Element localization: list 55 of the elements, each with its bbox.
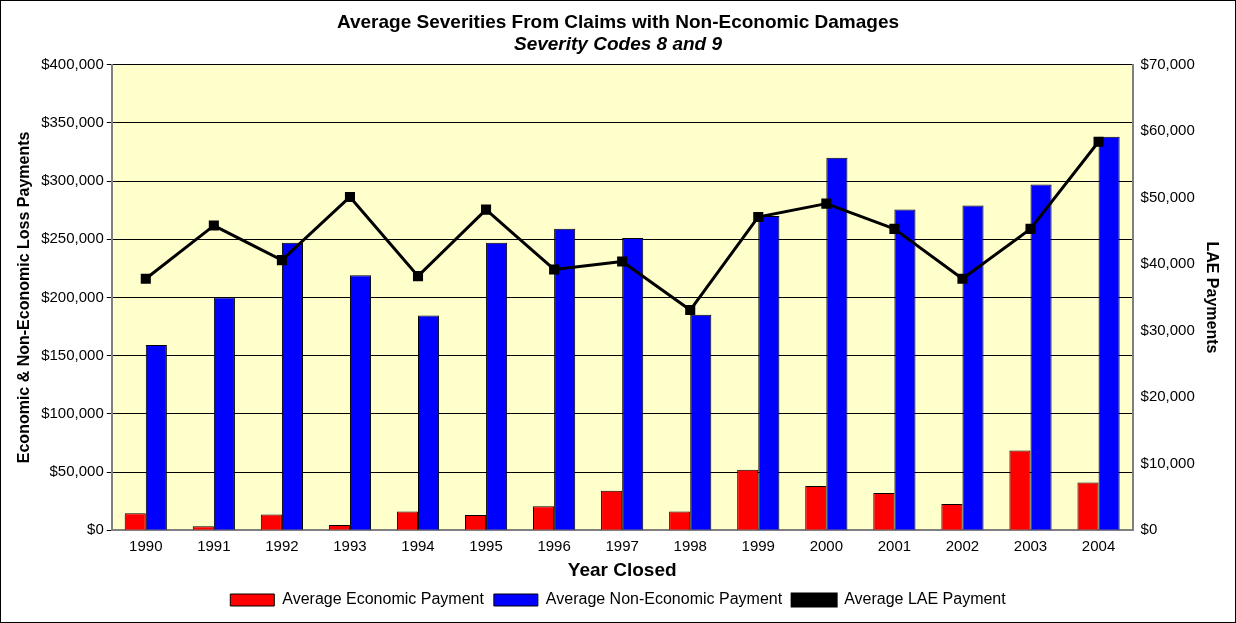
y-axis-title: Economic & Non-Economic Loss Payments bbox=[15, 131, 33, 464]
y-tick-label: $250,000 bbox=[41, 229, 104, 247]
x-tick-label: 1997 bbox=[605, 537, 639, 555]
y-tick-label: $200,000 bbox=[41, 287, 104, 305]
x-tick-label: 1999 bbox=[741, 537, 775, 555]
point bbox=[821, 198, 832, 209]
point bbox=[140, 273, 151, 284]
x-tick-label: 1990 bbox=[129, 537, 163, 555]
x-tick-label: 2004 bbox=[1081, 537, 1116, 555]
y2-tick-label: $30,000 bbox=[1140, 320, 1195, 338]
legend-label: Average Non-Economic Payment bbox=[545, 590, 783, 608]
point bbox=[412, 271, 424, 282]
point bbox=[276, 255, 287, 266]
x-tick-label: 1994 bbox=[401, 537, 435, 555]
y2-tick-label: $20,000 bbox=[1140, 387, 1195, 405]
x-tick-label: 1996 bbox=[537, 537, 571, 555]
y2-tick-label: $60,000 bbox=[1140, 121, 1195, 139]
point bbox=[617, 256, 628, 267]
point bbox=[344, 191, 355, 202]
y2-tick-label: $40,000 bbox=[1140, 254, 1195, 272]
x-tick-label: 1995 bbox=[469, 537, 503, 555]
y-tick-label: $100,000 bbox=[41, 403, 104, 421]
point bbox=[753, 211, 764, 222]
x-tick-label: 1992 bbox=[265, 537, 299, 555]
x-tick-label: 2002 bbox=[945, 537, 980, 555]
x-tick-label: 1991 bbox=[197, 537, 231, 555]
point bbox=[1093, 136, 1104, 147]
y2-tick-label: $70,000 bbox=[1140, 54, 1195, 72]
y-tick-label: $0 bbox=[87, 520, 104, 538]
y-tick-label: $150,000 bbox=[41, 345, 104, 363]
y2-axis-title: LAE Payments bbox=[1203, 241, 1221, 354]
x-tick-label: 2000 bbox=[809, 537, 844, 555]
point bbox=[957, 273, 968, 284]
y-tick-label: $50,000 bbox=[49, 462, 104, 480]
legend-label: Average LAE Payment bbox=[844, 590, 1007, 608]
point bbox=[549, 264, 560, 275]
x-tick-label: 1993 bbox=[333, 537, 367, 555]
point bbox=[208, 220, 219, 231]
point bbox=[1025, 223, 1036, 234]
y2-tick-label: $10,000 bbox=[1140, 453, 1195, 471]
chart-subtitle: Severity Codes 8 and 9 bbox=[513, 33, 723, 55]
x-tick-label: 1998 bbox=[673, 537, 707, 555]
point bbox=[685, 305, 696, 316]
y2-tick-label: $50,000 bbox=[1140, 187, 1195, 205]
y-tick-label: $400,000 bbox=[41, 54, 104, 72]
y-tick-label: $350,000 bbox=[41, 112, 104, 130]
y2-tick-label: $0 bbox=[1140, 520, 1158, 538]
x-axis-title: Year Closed bbox=[567, 558, 677, 580]
x-tick-label: 2001 bbox=[877, 537, 912, 555]
legend-label: Average Economic Payment bbox=[282, 590, 485, 608]
chart-title: Average Severities From Claims with Non-Economic Damages bbox=[336, 10, 900, 32]
point bbox=[481, 204, 492, 215]
y-tick-label: $300,000 bbox=[41, 171, 104, 189]
x-tick-label: 2003 bbox=[1013, 537, 1048, 555]
point bbox=[889, 223, 900, 234]
